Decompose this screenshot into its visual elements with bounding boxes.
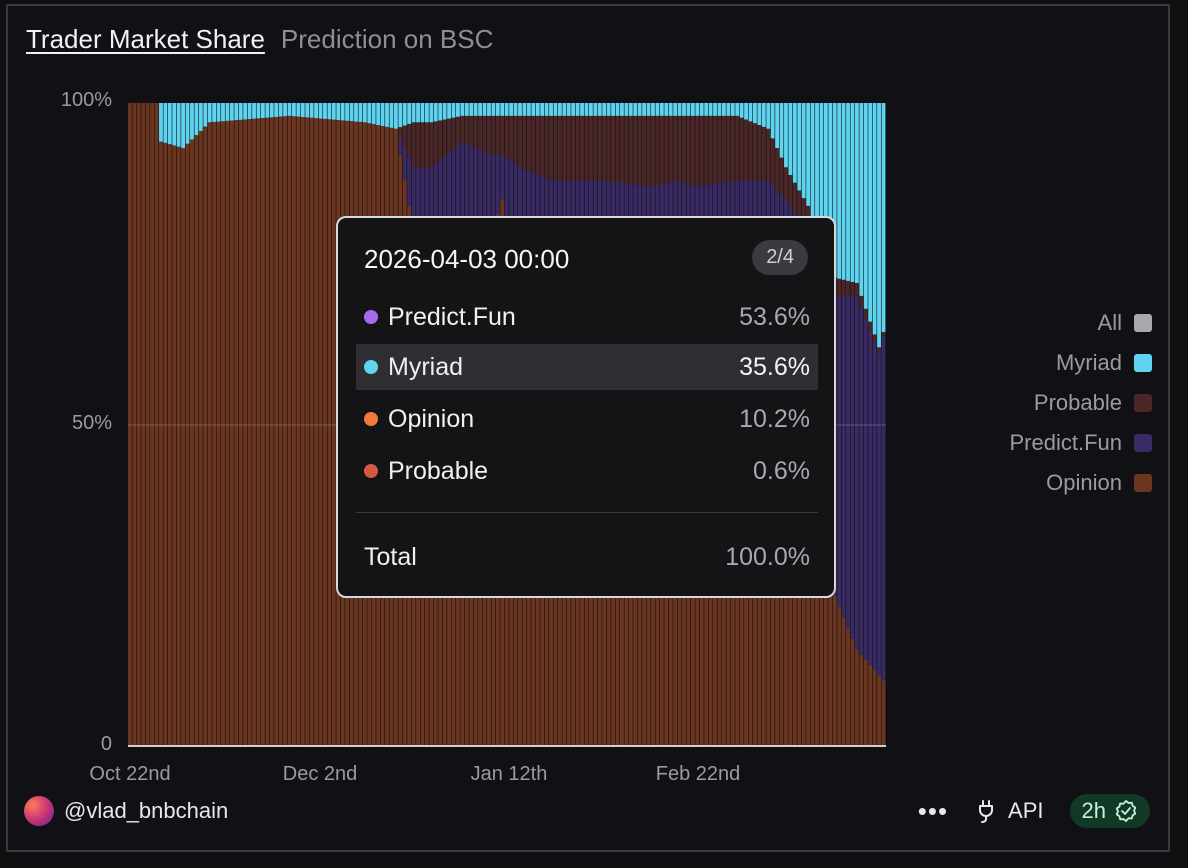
legend-item-myriad[interactable]: Myriad: [1056, 350, 1152, 376]
api-button[interactable]: API: [974, 798, 1044, 824]
legend-label: All: [1097, 310, 1122, 335]
tooltip-series-name: Predict.Fun: [388, 302, 516, 331]
legend-swatch: [1134, 474, 1152, 492]
tooltip-page-badge[interactable]: 2/4: [752, 240, 808, 275]
tooltip-series-name: Probable: [388, 456, 489, 485]
legend-swatch: [1134, 354, 1152, 372]
plug-icon: [979, 800, 994, 823]
legend-label: Probable: [1033, 390, 1122, 415]
tooltip-datetime: 2026-04-03 00:00: [364, 244, 570, 274]
tooltip-total-value: 100.0%: [725, 542, 810, 571]
x-tick-label: Feb 22nd: [655, 763, 741, 785]
chart-tooltip: 2026-04-03 00:00 2/4 Predict.Fun 53.6% M…: [336, 216, 836, 598]
y-tick-label: 100%: [60, 89, 112, 111]
author-handle: @vlad_bnbchain: [64, 798, 229, 823]
legend-item-all[interactable]: All: [1098, 310, 1152, 336]
tooltip-series-value: 35.6%: [739, 352, 810, 381]
tooltip-series-value: 10.2%: [739, 404, 810, 433]
series-dot-icon: [364, 310, 378, 324]
legend-item-probable[interactable]: Probable: [1034, 390, 1152, 416]
x-tick-label: Jan 12th: [470, 763, 548, 785]
legend-label: Myriad: [1055, 350, 1122, 375]
y-tick-label: 50%: [71, 412, 112, 434]
tooltip-row: Predict.Fun 53.6%: [356, 294, 818, 340]
tooltip-series-value: 0.6%: [753, 456, 810, 485]
tooltip-series-name: Myriad: [388, 352, 464, 381]
avatar: [24, 796, 54, 826]
legend-label: Predict.Fun: [1009, 430, 1123, 455]
legend-item-predict-fun[interactable]: Predict.Fun: [1009, 430, 1152, 456]
verified-check-icon: [1115, 800, 1137, 822]
y-tick-label: 0: [100, 733, 112, 755]
tooltip-divider: [356, 512, 818, 513]
x-tick-label: Dec 2nd: [282, 763, 358, 785]
freshness-badge[interactable]: 2h: [1069, 794, 1150, 828]
x-tick-label: Oct 22nd: [89, 763, 171, 785]
tooltip-row: Probable 0.6%: [356, 448, 818, 494]
api-label: API: [1008, 798, 1044, 823]
legend-swatch: [1134, 394, 1152, 412]
series-dot-icon: [364, 412, 378, 426]
legend-swatch: [1134, 434, 1152, 452]
legend-item-opinion[interactable]: Opinion: [1046, 470, 1152, 496]
tooltip-row-highlighted: Myriad 35.6%: [356, 344, 818, 390]
tooltip-total-label: Total: [364, 542, 417, 571]
chart-title-link[interactable]: Trader Market Share: [26, 24, 265, 54]
tooltip-series-name: Opinion: [388, 404, 475, 433]
series-dot-icon: [364, 360, 378, 374]
legend-swatch: [1134, 314, 1152, 332]
chart-legend: All Myriad Probable Predict.Fun Opinion: [1009, 310, 1152, 496]
freshness-value: 2h: [1081, 798, 1106, 823]
legend-label: Opinion: [1046, 470, 1122, 495]
footer-actions: ••• API 2h: [918, 794, 1150, 828]
tooltip-series-value: 53.6%: [739, 302, 810, 331]
chart-header: Trader Market Share Prediction on BSC: [26, 24, 493, 55]
tooltip-total-row: Total 100.0%: [356, 534, 818, 580]
tooltip-row: Opinion 10.2%: [356, 396, 818, 442]
author-link[interactable]: @vlad_bnbchain: [24, 796, 228, 826]
more-options-icon[interactable]: •••: [917, 795, 949, 826]
chart-subtitle: Prediction on BSC: [280, 24, 494, 54]
series-dot-icon: [364, 464, 378, 478]
